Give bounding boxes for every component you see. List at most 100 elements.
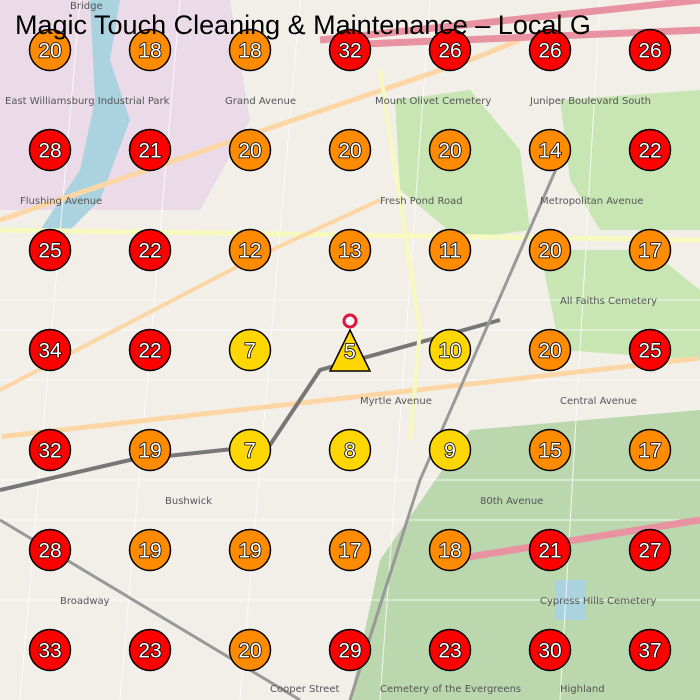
rank-marker[interactable]: 18: [128, 28, 172, 72]
map-label: East Williamsburg Industrial Park: [5, 96, 170, 107]
rank-marker[interactable]: 17: [628, 228, 672, 272]
map-label: Grand Avenue: [225, 96, 296, 107]
rank-value: 26: [438, 40, 461, 63]
rank-value: 19: [238, 540, 261, 563]
rank-marker[interactable]: 18: [228, 28, 272, 72]
rank-marker[interactable]: 20: [28, 28, 72, 72]
rank-marker[interactable]: 20: [228, 128, 272, 172]
rank-value: 20: [538, 340, 561, 363]
triangle-marker-icon: [328, 328, 372, 372]
rank-marker[interactable]: 17: [328, 528, 372, 572]
map-label: Central Avenue: [560, 396, 637, 407]
rank-marker[interactable]: 26: [428, 28, 472, 72]
rank-marker[interactable]: 33: [28, 628, 72, 672]
rank-circle: [628, 628, 672, 672]
rank-marker[interactable]: 20: [228, 628, 272, 672]
rank-value: 26: [538, 40, 561, 63]
rank-marker[interactable]: 21: [528, 528, 572, 572]
rank-circle: [228, 628, 272, 672]
rank-value: 25: [638, 340, 661, 363]
rank-circle: [228, 528, 272, 572]
rank-circle: [528, 628, 572, 672]
rank-marker[interactable]: 19: [128, 528, 172, 572]
rank-marker[interactable]: 7: [228, 428, 272, 472]
rank-marker[interactable]: 11: [428, 228, 472, 272]
rank-value: 12: [238, 240, 261, 263]
rank-circle: [128, 128, 172, 172]
rank-marker[interactable]: 25: [628, 328, 672, 372]
rank-circle: [128, 328, 172, 372]
rank-value: 17: [638, 240, 661, 263]
rank-marker[interactable]: 20: [528, 328, 572, 372]
rank-marker[interactable]: 7: [228, 328, 272, 372]
rank-value: 22: [638, 140, 661, 163]
rank-marker[interactable]: 17: [628, 428, 672, 472]
rank-circle: [428, 28, 472, 72]
rank-marker[interactable]: 23: [428, 628, 472, 672]
map-label: Highland: [560, 684, 605, 695]
rank-marker[interactable]: 21: [128, 128, 172, 172]
rank-marker[interactable]: 14: [528, 128, 572, 172]
map-label: Metropolitan Avenue: [540, 196, 643, 207]
rank-value: 18: [138, 40, 161, 63]
rank-value: 32: [338, 40, 361, 63]
rank-marker[interactable]: 18: [428, 528, 472, 572]
rank-circle: [428, 528, 472, 572]
rank-marker[interactable]: 12: [228, 228, 272, 272]
rank-marker[interactable]: 37: [628, 628, 672, 672]
rank-marker[interactable]: 32: [28, 428, 72, 472]
rank-marker[interactable]: 22: [128, 328, 172, 372]
rank-value: 22: [138, 240, 161, 263]
rank-circle: [128, 28, 172, 72]
rank-marker[interactable]: 27: [628, 528, 672, 572]
rank-value: 22: [138, 340, 161, 363]
rank-value: 20: [438, 140, 461, 163]
rank-circle: [28, 628, 72, 672]
rank-marker[interactable]: 19: [128, 428, 172, 472]
rank-marker[interactable]: 20: [328, 128, 372, 172]
rank-circle: [328, 228, 372, 272]
map-label: Cooper Street: [270, 684, 339, 695]
rank-marker[interactable]: 23: [128, 628, 172, 672]
rank-marker[interactable]: 20: [428, 128, 472, 172]
map-label: 80th Avenue: [480, 496, 543, 507]
map-label: All Faiths Cemetery: [560, 296, 657, 307]
rank-marker[interactable]: 30: [528, 628, 572, 672]
rank-value: 17: [638, 440, 661, 463]
rank-circle: [128, 228, 172, 272]
rank-marker[interactable]: 22: [128, 228, 172, 272]
rank-marker[interactable]: 22: [628, 128, 672, 172]
location-pin-icon: [342, 313, 358, 329]
rank-marker[interactable]: 25: [28, 228, 72, 272]
rank-marker[interactable]: 32: [328, 28, 372, 72]
rank-marker[interactable]: 15: [528, 428, 572, 472]
rank-marker[interactable]: 8: [328, 428, 372, 472]
rank-circle: [528, 228, 572, 272]
rank-value: 18: [438, 540, 461, 563]
map-label: Fresh Pond Road: [380, 196, 463, 207]
rank-value: 14: [538, 140, 562, 163]
rank-marker[interactable]: 9: [428, 428, 472, 472]
rank-value: 17: [338, 540, 361, 563]
rank-marker[interactable]: 28: [28, 128, 72, 172]
rank-marker[interactable]: 26: [528, 28, 572, 72]
rank-marker[interactable]: 34: [28, 328, 72, 372]
rank-value: 28: [38, 140, 61, 163]
business-location-marker[interactable]: 5: [328, 313, 372, 372]
rank-value: 13: [338, 240, 361, 263]
rank-marker[interactable]: 10: [428, 328, 472, 372]
rank-marker[interactable]: 26: [628, 28, 672, 72]
rank-value: 20: [338, 140, 361, 163]
map-label: Juniper Boulevard South: [529, 96, 651, 107]
rank-circle: [28, 528, 72, 572]
rank-marker[interactable]: 19: [228, 528, 272, 572]
rank-circle: [28, 228, 72, 272]
rank-marker[interactable]: 29: [328, 628, 372, 672]
rank-marker[interactable]: 28: [28, 528, 72, 572]
rank-circle: [628, 228, 672, 272]
rank-marker[interactable]: 20: [528, 228, 572, 272]
rank-marker[interactable]: 13: [328, 228, 372, 272]
rank-circle: [428, 628, 472, 672]
rank-value: 7: [244, 340, 256, 363]
